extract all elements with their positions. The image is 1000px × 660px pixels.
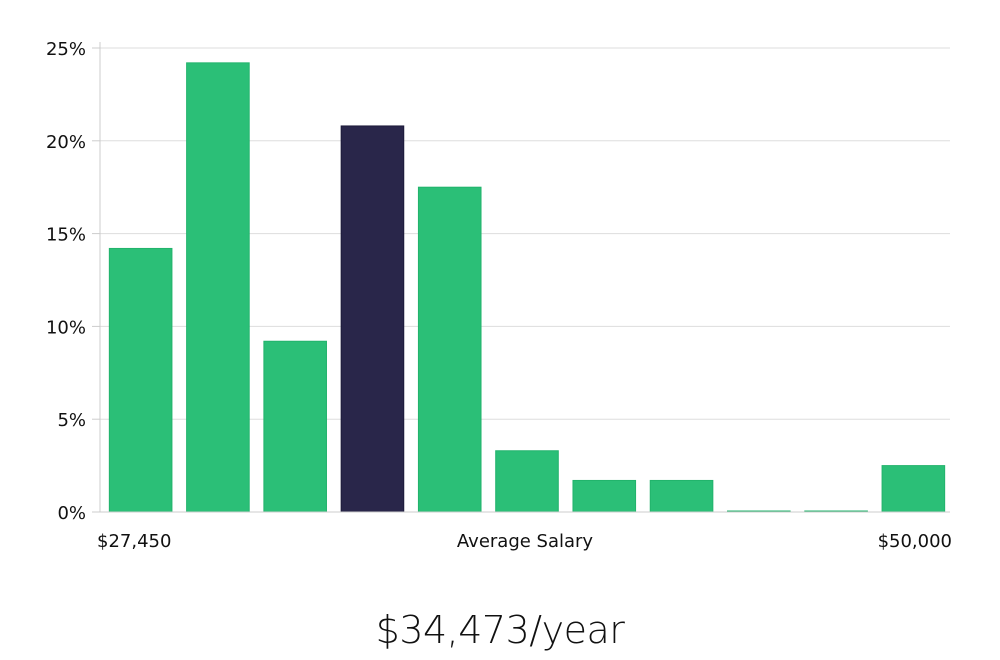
bar	[572, 479, 637, 513]
bar	[495, 450, 559, 513]
y-tick-label: 0%	[57, 503, 86, 524]
bar	[649, 479, 714, 513]
x-max-label: $50,000	[878, 531, 952, 552]
bar	[417, 186, 482, 513]
bar	[881, 465, 946, 513]
average-salary-value: $34,473/year	[375, 608, 625, 652]
bars	[108, 62, 946, 513]
y-tick-label: 15%	[46, 225, 86, 246]
x-min-label: $27,450	[97, 531, 171, 552]
salary-histogram: 0%5%10%15%20%25% $27,450 Average Salary …	[46, 39, 952, 552]
y-tick-label: 25%	[46, 39, 86, 60]
bar	[108, 247, 173, 513]
y-tick-label: 20%	[46, 132, 86, 153]
bar	[263, 340, 327, 513]
x-axis-title: Average Salary	[457, 531, 594, 552]
highlighted-bar	[340, 125, 405, 513]
y-tick-label: 5%	[57, 410, 86, 431]
y-axis-ticks: 0% 5% 10% 15% 20% 25%	[46, 39, 100, 524]
bar	[186, 62, 250, 513]
y-tick-label: 10%	[46, 317, 86, 338]
